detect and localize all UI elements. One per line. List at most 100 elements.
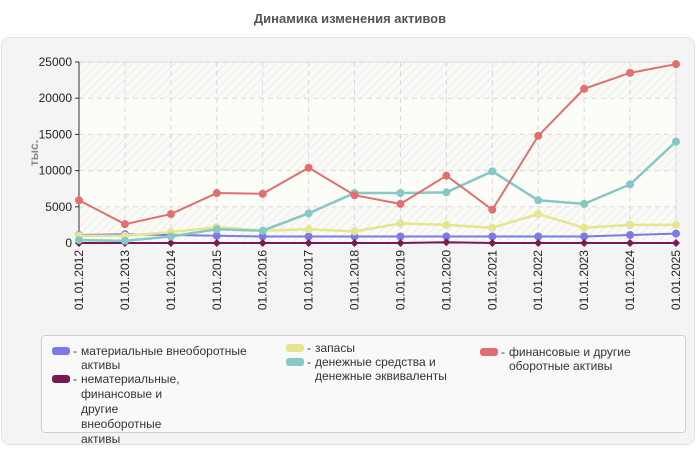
x-tick-label: 01.01.2013 bbox=[118, 250, 132, 310]
data-point[interactable] bbox=[672, 239, 680, 247]
legend-label: запасы bbox=[315, 341, 355, 355]
legend-item-intangible-assets[interactable]: - нематериальные, финансовые и другие вн… bbox=[52, 372, 202, 447]
data-point[interactable] bbox=[672, 137, 680, 146]
data-series bbox=[75, 60, 680, 247]
data-point[interactable] bbox=[350, 227, 359, 236]
data-point[interactable] bbox=[258, 239, 267, 247]
y-tick-label: 5000 bbox=[45, 200, 72, 214]
data-point[interactable] bbox=[672, 229, 680, 238]
y-axis-labels: 0 5000 10000 15000 20000 25000 bbox=[39, 55, 73, 250]
legend-label: нематериальные, финансовые и другие внео… bbox=[81, 372, 180, 446]
x-tick-label: 01.01.2017 bbox=[302, 250, 316, 310]
data-point[interactable] bbox=[212, 231, 221, 240]
data-point[interactable] bbox=[534, 196, 543, 205]
x-tick-label: 01.01.2025 bbox=[669, 250, 683, 310]
data-point[interactable] bbox=[580, 199, 589, 208]
data-point[interactable] bbox=[75, 236, 83, 245]
data-point[interactable] bbox=[580, 84, 589, 93]
legend-swatch bbox=[52, 375, 70, 383]
x-tick-label: 01.01.2018 bbox=[348, 250, 362, 310]
data-point[interactable] bbox=[534, 210, 543, 219]
y-tick-label: 25000 bbox=[39, 55, 73, 69]
data-point[interactable] bbox=[580, 239, 589, 247]
data-point[interactable] bbox=[626, 68, 635, 77]
data-point[interactable] bbox=[304, 225, 313, 234]
data-point[interactable] bbox=[258, 189, 267, 198]
legend-item-current-assets[interactable]: - финансовые и другие оборотные активы bbox=[480, 345, 680, 373]
data-point[interactable] bbox=[442, 171, 451, 180]
data-point[interactable] bbox=[534, 131, 543, 140]
chart-legend: - материальные внеоборотные активы - нем… bbox=[41, 335, 686, 446]
data-point[interactable] bbox=[442, 188, 451, 197]
legend-swatch bbox=[480, 348, 498, 356]
data-point[interactable] bbox=[534, 239, 543, 247]
data-point[interactable] bbox=[626, 180, 635, 189]
legend-swatch bbox=[52, 347, 70, 355]
data-point[interactable] bbox=[488, 205, 497, 214]
data-point[interactable] bbox=[396, 232, 405, 241]
data-point[interactable] bbox=[350, 191, 359, 200]
data-point[interactable] bbox=[580, 232, 589, 241]
y-tick-label: 10000 bbox=[39, 164, 73, 178]
legend-label: денежные средства и денежные эквиваленты bbox=[315, 355, 447, 383]
data-point[interactable] bbox=[442, 238, 451, 247]
y-tick-label: 20000 bbox=[39, 91, 73, 105]
data-point[interactable] bbox=[396, 219, 405, 228]
y-tick-label: 15000 bbox=[39, 127, 73, 141]
data-point[interactable] bbox=[488, 223, 497, 232]
data-point[interactable] bbox=[442, 220, 451, 229]
chart-title: Динамика изменения активов bbox=[253, 11, 447, 26]
data-point[interactable] bbox=[304, 163, 313, 172]
data-point[interactable] bbox=[120, 220, 129, 229]
data-point[interactable] bbox=[166, 210, 175, 219]
x-tick-label: 01.01.2020 bbox=[439, 250, 453, 310]
data-point[interactable] bbox=[580, 223, 589, 232]
data-point[interactable] bbox=[488, 239, 497, 247]
data-point[interactable] bbox=[258, 226, 267, 235]
data-point[interactable] bbox=[350, 239, 359, 247]
data-point[interactable] bbox=[304, 239, 313, 247]
data-point[interactable] bbox=[166, 239, 175, 247]
data-point[interactable] bbox=[626, 231, 635, 240]
y-tick-label: 0 bbox=[65, 236, 72, 250]
x-tick-label: 01.01.2022 bbox=[531, 250, 545, 310]
legend-item-tangible-assets[interactable]: - материальные внеоборотные активы bbox=[52, 344, 252, 372]
data-point[interactable] bbox=[488, 232, 497, 241]
series-line bbox=[78, 63, 677, 226]
grid-lines bbox=[79, 61, 677, 243]
y-axis-title: тыс. bbox=[27, 140, 41, 166]
data-point[interactable] bbox=[212, 225, 221, 234]
x-tick-label: 01.01.2021 bbox=[485, 250, 499, 310]
data-point[interactable] bbox=[396, 199, 405, 208]
data-point[interactable] bbox=[166, 232, 175, 241]
data-point[interactable] bbox=[396, 189, 405, 198]
data-point[interactable] bbox=[672, 220, 680, 229]
legend-label: финансовые и другие оборотные активы bbox=[509, 345, 631, 373]
plot-area bbox=[78, 61, 677, 244]
data-point[interactable] bbox=[212, 239, 221, 247]
data-point[interactable] bbox=[304, 232, 313, 241]
data-point[interactable] bbox=[212, 189, 221, 198]
legend-item-cash[interactable]: - денежные средства и денежные эквивален… bbox=[286, 355, 466, 383]
legend-swatch bbox=[286, 358, 304, 366]
data-point[interactable] bbox=[626, 239, 635, 247]
data-point[interactable] bbox=[258, 232, 267, 241]
data-point[interactable] bbox=[396, 239, 405, 247]
data-point[interactable] bbox=[120, 236, 129, 245]
data-point[interactable] bbox=[304, 209, 313, 218]
data-point[interactable] bbox=[534, 232, 543, 241]
legend-label: материальные внеоборотные активы bbox=[81, 344, 247, 372]
data-point[interactable] bbox=[75, 196, 83, 205]
data-point[interactable] bbox=[488, 167, 497, 176]
x-tick-label: 01.01.2015 bbox=[210, 250, 224, 310]
legend-item-inventory[interactable]: - запасы bbox=[286, 341, 456, 355]
x-tick-label: 01.01.2019 bbox=[393, 250, 407, 310]
data-point[interactable] bbox=[442, 232, 451, 241]
x-axis-labels: 01.01.2012 01.01.2013 01.01.2014 01.01.2015… bbox=[72, 250, 683, 310]
x-tick-label: 01.01.2014 bbox=[164, 250, 178, 310]
data-point[interactable] bbox=[626, 220, 635, 229]
x-tick-label: 01.01.2012 bbox=[72, 250, 86, 310]
data-point[interactable] bbox=[672, 60, 680, 69]
x-tick-label: 01.01.2024 bbox=[623, 250, 637, 310]
